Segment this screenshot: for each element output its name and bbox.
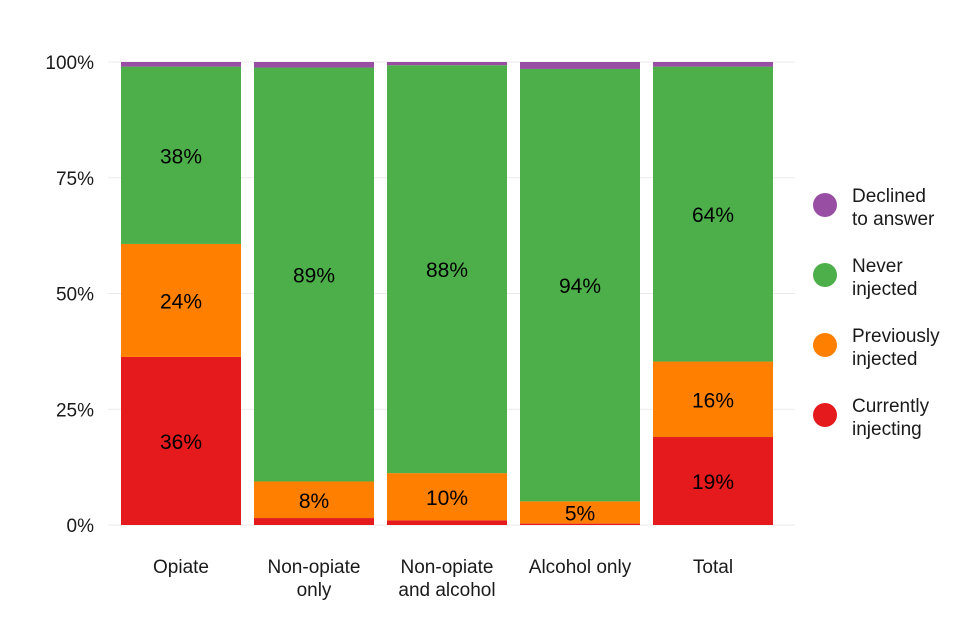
data-label: 64% — [692, 204, 734, 227]
data-label: 89% — [293, 265, 335, 288]
bar-segment — [121, 62, 241, 67]
bar-segment — [254, 67, 374, 482]
legend-label: injected — [852, 279, 918, 300]
data-label: 38% — [160, 145, 202, 168]
data-label: 94% — [559, 275, 601, 298]
x-tick-label: and alcohol — [398, 580, 495, 601]
bar-segment — [520, 62, 640, 69]
bar-segment — [520, 68, 640, 502]
data-label: 8% — [299, 490, 329, 513]
bar-segment — [254, 62, 374, 68]
bar-segment — [254, 481, 374, 519]
bar-segment — [653, 361, 773, 438]
bar-segment — [254, 518, 374, 525]
data-label: 10% — [426, 487, 468, 510]
data-label: 36% — [160, 431, 202, 454]
data-label: 19% — [692, 471, 734, 494]
legend-label: injecting — [852, 419, 922, 440]
bar-segment — [387, 62, 507, 66]
bar-segment — [653, 66, 773, 362]
data-labels: 36% 24% 38% 8% 89% 10% 88% 5% 94% 19% 16% 64% — [160, 145, 734, 525]
x-tick-label: Alcohol only — [529, 557, 632, 578]
x-tick-label: Total — [693, 557, 733, 578]
bar-segment — [520, 523, 640, 525]
data-label: 16% — [692, 389, 734, 412]
legend-swatch — [813, 333, 837, 357]
y-tick-label: 50% — [56, 285, 94, 306]
bar-segment — [520, 501, 640, 524]
bar-segment — [121, 356, 241, 525]
bar-segment — [653, 62, 773, 67]
legend-swatch — [813, 263, 837, 287]
legend-label: injected — [852, 349, 918, 370]
legend-label: Never — [852, 256, 903, 277]
legend-swatch — [813, 403, 837, 427]
bars — [121, 62, 773, 525]
x-tick-label: Non-opiate — [401, 557, 494, 578]
data-label: 5% — [565, 502, 595, 525]
data-label: 24% — [160, 290, 202, 313]
legend-label: Declined — [852, 186, 926, 207]
legend-label: Currently — [852, 396, 930, 417]
legend-swatch — [813, 193, 837, 217]
x-tick-label: Opiate — [153, 557, 209, 578]
data-label: 88% — [426, 259, 468, 282]
bar-segment — [387, 520, 507, 525]
x-tick-label: Non-opiate — [268, 557, 361, 578]
y-tick-label: 75% — [56, 169, 94, 190]
axes: 0%25%50%75%100%Opiate Non-opiateonlyNon-o… — [45, 53, 733, 601]
legend-label: Previously — [852, 326, 940, 347]
bar-segment — [121, 66, 241, 244]
bar-segment — [387, 473, 507, 521]
bar-segment — [653, 437, 773, 525]
legend-label: to answer — [852, 209, 935, 230]
y-tick-label: 100% — [45, 53, 94, 74]
bar-segment — [387, 65, 507, 474]
y-tick-label: 0% — [67, 516, 95, 537]
y-tick-label: 25% — [56, 400, 94, 421]
bar-segment — [121, 243, 241, 357]
x-tick-label: only — [297, 580, 332, 601]
